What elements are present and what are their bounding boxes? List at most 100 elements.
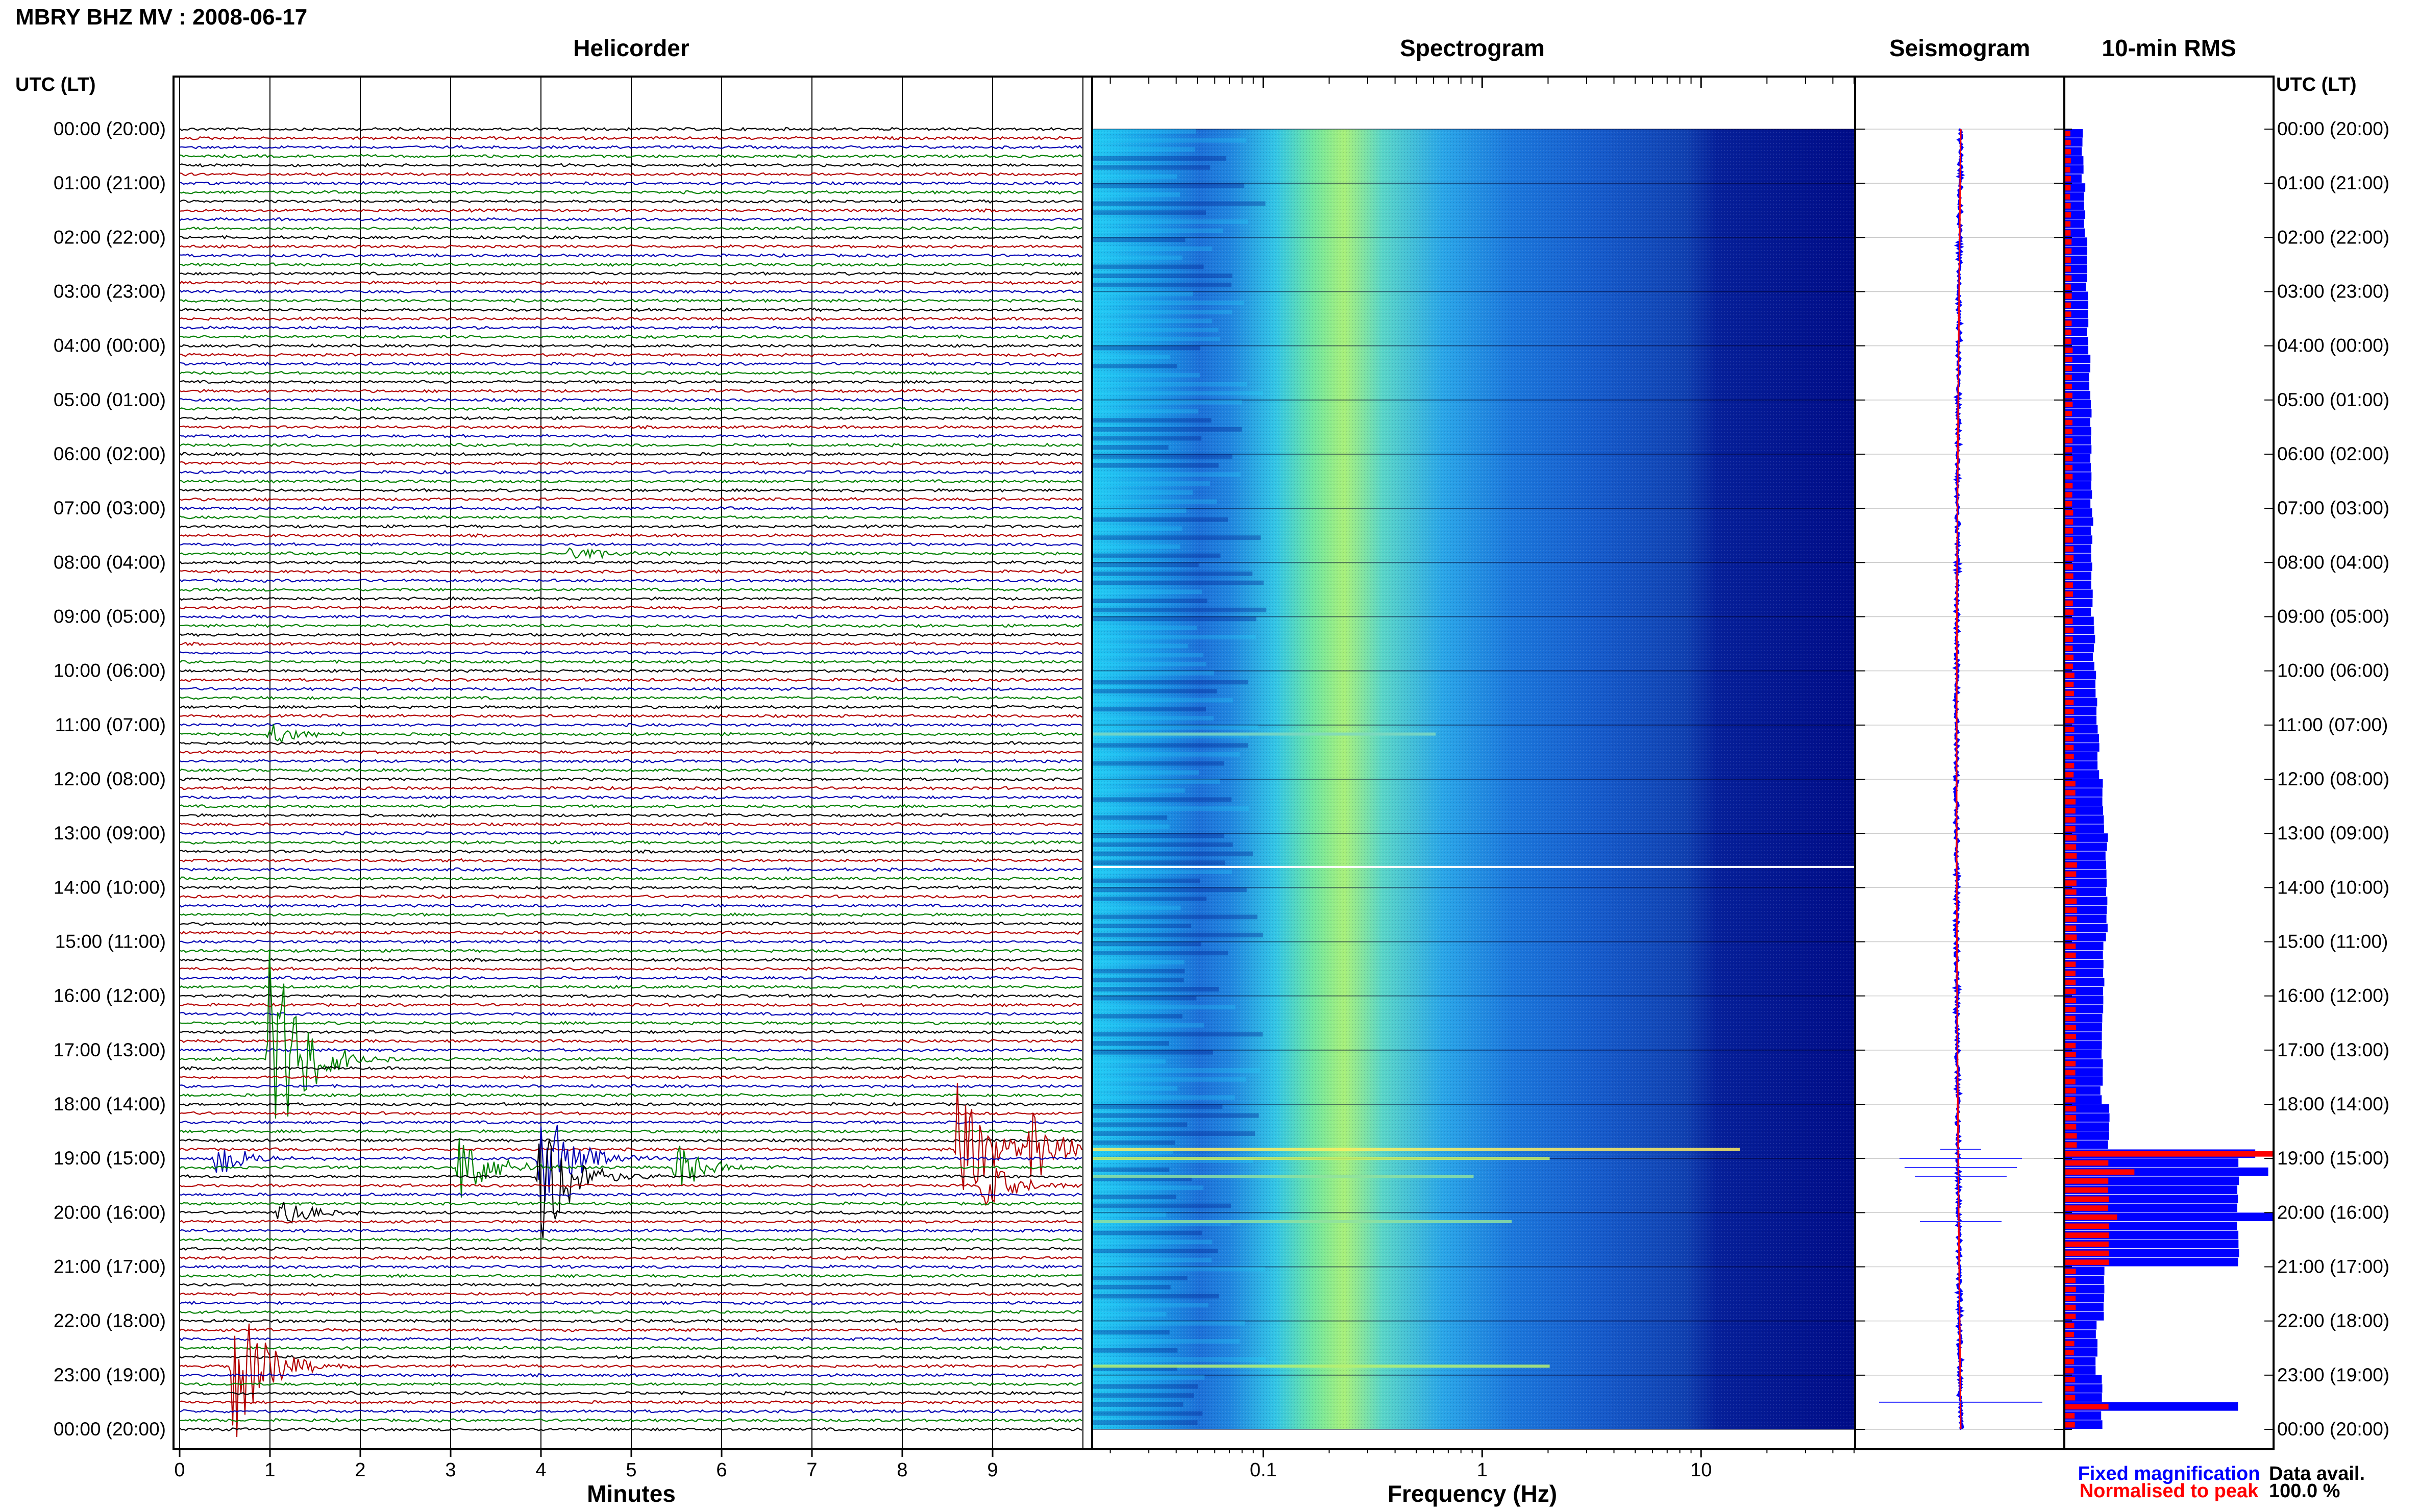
helicorder-trace-row	[180, 1381, 1082, 1386]
time-label-right: 07:00 (03:00)	[2277, 498, 2389, 518]
spectrogram-low-freq-band	[1093, 183, 1245, 188]
helicorder-trace-row	[180, 560, 1082, 565]
rms-bar-normalised	[2065, 636, 2073, 642]
spectrogram-low-freq-band	[1093, 1411, 1203, 1416]
time-label-right: 15:00 (11:00)	[2277, 931, 2388, 952]
rms-bar-normalised	[2065, 1269, 2076, 1274]
helicorder-trace-row	[180, 1029, 1082, 1034]
helicorder-tick-label: 3	[445, 1459, 456, 1481]
time-label-left: 17:00 (13:00)	[54, 1039, 166, 1060]
time-label-left: 20:00 (16:00)	[54, 1202, 166, 1223]
rms-bar-normalised	[2065, 600, 2073, 606]
helicorder-trace-row	[180, 704, 1082, 709]
rms-bar-normalised	[2065, 1404, 2109, 1410]
rms-bar-normalised	[2065, 194, 2070, 200]
time-label-left: 10:00 (06:00)	[54, 660, 166, 681]
helicorder-tick-label: 0	[174, 1459, 185, 1481]
rms-bar-fixed	[2065, 1104, 2110, 1113]
rms-bar-normalised	[2065, 1052, 2076, 1057]
time-label-left: 21:00 (17:00)	[54, 1256, 166, 1277]
spectrogram-low-freq-band	[1093, 1041, 1169, 1046]
rms-panel	[2063, 76, 2275, 1450]
helicorder-trace-row	[180, 759, 1082, 764]
spectrogram-low-freq-band	[1093, 1303, 1208, 1308]
rms-bar-normalised	[2065, 221, 2071, 227]
time-label-left: 14:00 (10:00)	[54, 877, 166, 898]
helicorder-traces	[180, 127, 1083, 1437]
rms-bar-normalised	[2065, 528, 2074, 534]
time-label-left: 13:00 (09:00)	[54, 823, 166, 844]
spectrogram-low-freq-band	[1093, 255, 1182, 260]
rms-bar-normalised	[2065, 609, 2074, 615]
spectrogram-low-freq-band	[1093, 626, 1197, 631]
helicorder-trace-row	[180, 127, 1082, 132]
helicorder-trace-row	[180, 1346, 1082, 1351]
rms-bar-normalised	[2065, 880, 2077, 886]
helicorder-trace-row	[180, 885, 1082, 890]
spectrogram-low-freq-band	[1093, 797, 1232, 802]
rms-bar-normalised	[2065, 1358, 2074, 1365]
rms-bar-normalised	[2065, 700, 2074, 705]
rms-bar-normalised	[2065, 663, 2073, 670]
helicorder-trace-row	[180, 957, 1082, 962]
rms-bar-normalised	[2065, 302, 2071, 308]
spectrogram-low-freq-band	[1093, 1384, 1198, 1389]
spectrogram-low-freq-band	[1093, 1257, 1212, 1262]
data-avail-value: 100.0 %	[2269, 1480, 2340, 1502]
spectrogram-low-freq-band	[1093, 815, 1168, 820]
helicorder-trace-row	[180, 1400, 1082, 1405]
helicorder-trace-row	[180, 966, 1082, 971]
rms-bar-normalised	[2065, 1350, 2074, 1355]
rms-bar-normalised	[2065, 1097, 2076, 1103]
time-label-left: 00:00 (20:00)	[54, 118, 166, 139]
rms-bar-normalised	[2065, 140, 2071, 145]
time-label-right: 18:00 (14:00)	[2277, 1094, 2389, 1114]
spectrogram-low-freq-band	[1093, 978, 1184, 983]
spectrogram-low-freq-band	[1093, 1167, 1170, 1172]
helicorder-trace-row	[180, 668, 1082, 673]
rms-bar-normalised	[2065, 1025, 2077, 1030]
spectrogram-low-freq-band	[1093, 246, 1213, 251]
spectrogram-low-freq-band	[1093, 599, 1207, 603]
spectrogram-low-freq-band	[1093, 653, 1204, 658]
helicorder-tick-label: 6	[716, 1459, 727, 1481]
rms-bar-normalised	[2065, 1088, 2076, 1094]
spectrogram-low-freq-band	[1093, 680, 1248, 685]
time-label-right: 01:00 (21:00)	[2277, 172, 2389, 193]
helicorder-trace-row	[180, 1102, 1082, 1107]
spectrogram-event-streak	[1093, 1365, 1550, 1368]
helicorder-trace-row	[180, 867, 1082, 872]
spectrogram-low-freq-band	[1093, 1267, 1265, 1272]
helicorder-trace-row	[180, 334, 1082, 339]
time-label-left: 15:00 (11:00)	[55, 931, 166, 952]
helicorder-trace-row	[180, 1323, 1082, 1437]
helicorder-trace-row	[180, 144, 1082, 150]
rms-bar-normalised	[2065, 781, 2076, 787]
rms-bar-normalised	[2065, 555, 2074, 561]
helicorder-trace-row	[180, 1065, 1082, 1071]
rms-bar-normalised	[2065, 582, 2074, 588]
spectrogram-event-streak	[1093, 1220, 1512, 1224]
spectrogram-low-freq-band	[1093, 1294, 1219, 1299]
rms-bar-normalised	[2065, 998, 2077, 1003]
rms-bar-normalised	[2065, 411, 2072, 416]
spectrogram-low-freq-band	[1093, 707, 1206, 712]
rms-bar-normalised	[2065, 745, 2074, 751]
helicorder-trace-row	[180, 1093, 1082, 1098]
spectrogram-low-freq-band	[1093, 309, 1232, 314]
spectrogram-event-streak	[1093, 1148, 1740, 1151]
helicorder-trace-row	[180, 388, 1082, 393]
spectrogram-low-freq-band	[1093, 1222, 1231, 1226]
time-labels-left: 00:00 (20:00) 01:00 (21:00) 02:00 (22:00) 0…	[54, 118, 166, 1440]
spectrogram-low-freq-band	[1093, 1321, 1245, 1326]
spectrogram-low-freq-band	[1093, 174, 1177, 179]
rms-bar-normalised	[2065, 573, 2074, 579]
spectrogram-low-freq-band	[1093, 833, 1225, 838]
time-label-left: 04:00 (00:00)	[54, 335, 166, 356]
time-label-left: 18:00 (14:00)	[54, 1094, 166, 1114]
rms-bar-normalised	[2065, 754, 2074, 760]
rms-bar-normalised	[2065, 979, 2076, 985]
time-label-right: 04:00 (00:00)	[2277, 335, 2389, 356]
spectrogram-low-freq-band	[1093, 941, 1201, 947]
